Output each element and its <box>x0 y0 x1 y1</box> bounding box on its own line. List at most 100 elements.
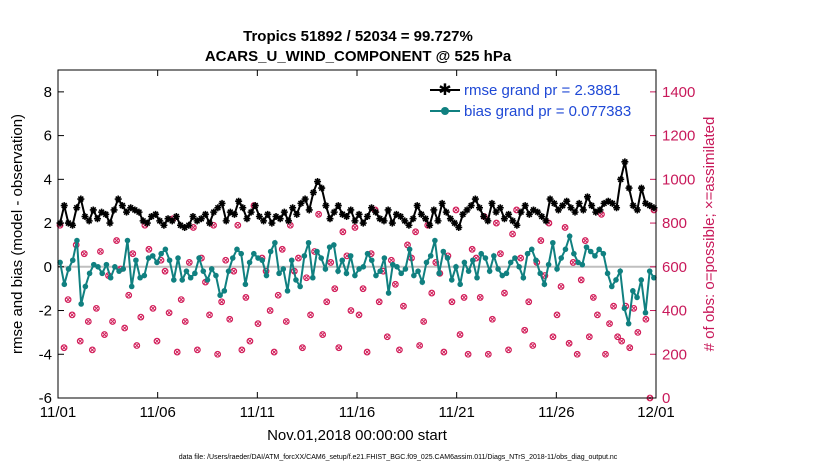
y-axis-right-label: # of obs: o=possible; ×=assimilated <box>701 117 718 352</box>
obs-assimilated-mark <box>340 229 346 235</box>
obs-assimilated-mark <box>235 222 241 228</box>
bias-point <box>596 246 602 253</box>
obs-point <box>375 298 383 306</box>
rmse-point <box>372 208 380 216</box>
obs-point <box>274 291 282 299</box>
bias-point <box>528 246 535 253</box>
obs-assimilated-mark <box>615 334 621 340</box>
bias-point <box>322 266 329 272</box>
obs-point <box>270 348 278 356</box>
rmse-point <box>247 208 255 216</box>
rmse-point <box>488 199 496 207</box>
rmse-point <box>621 158 629 166</box>
rmse-point <box>650 204 658 212</box>
bias-point <box>436 270 442 277</box>
rmse-point <box>251 202 259 210</box>
obs-point <box>359 285 367 293</box>
bias-point <box>385 290 392 296</box>
obs-assimilated-mark <box>586 334 592 340</box>
obs-point <box>218 298 226 306</box>
rmse-point <box>98 208 106 216</box>
obs-point <box>614 333 622 341</box>
x-axis-ticks: 11/01 11/06 11/11 11/16 11/21 11/26 12/01 <box>40 70 675 421</box>
rmse-point <box>588 202 596 210</box>
rmse-point <box>583 193 591 201</box>
obs-assimilated-mark <box>566 340 572 346</box>
obs-point <box>351 224 359 231</box>
obs-assimilated-mark <box>352 224 358 230</box>
obs-point <box>327 259 335 266</box>
obs-point <box>464 350 472 358</box>
obs-point <box>383 333 391 341</box>
obs-assimilated-mark <box>215 351 221 357</box>
obs-point <box>391 280 399 288</box>
rmse-point <box>81 213 89 221</box>
rmse-point <box>509 217 517 225</box>
rmse-point <box>525 210 533 218</box>
obs-assimilated-mark <box>457 332 463 338</box>
y-axis-left-label: rmse and bias (model - observation) <box>9 114 26 354</box>
y-left-tick-label: -6 <box>39 390 52 407</box>
bias-point <box>453 264 459 270</box>
chart-title-line-2: ACARS_U_WIND_COMPONENT @ 525 hPa <box>205 48 512 65</box>
rmse-point <box>181 223 189 231</box>
bias-point <box>272 239 278 246</box>
obs-assimilated-mark <box>364 349 370 355</box>
rmse-series <box>56 158 658 231</box>
rmse-point <box>438 199 446 207</box>
bias-point <box>558 255 565 261</box>
obs-point <box>173 348 181 356</box>
x-tick-label: 11/01 <box>40 404 76 421</box>
obs-assimilated-mark <box>316 211 322 217</box>
obs-assimilated-mark <box>69 312 75 318</box>
rmse-point <box>118 202 126 210</box>
obs-assimilated-mark <box>138 314 144 320</box>
rmse-point <box>177 221 185 229</box>
obs-assimilated-mark <box>643 316 649 322</box>
obs-point <box>295 254 302 262</box>
rmse-point <box>243 215 251 223</box>
obs-assimilated-mark <box>61 345 67 351</box>
obs-assimilated-mark <box>328 259 334 265</box>
bias-point <box>381 255 388 261</box>
bias-point <box>78 301 84 307</box>
obs-point <box>416 342 424 349</box>
obs-assimilated-mark <box>578 277 584 283</box>
bias-point <box>625 320 632 327</box>
obs-point <box>517 254 525 262</box>
obs-assimilated-mark <box>461 294 467 300</box>
obs-assimilated-mark <box>283 318 289 325</box>
obs-point <box>452 206 460 214</box>
bias-point <box>554 266 560 272</box>
rmse-point <box>89 206 97 214</box>
rmse-point <box>397 213 405 221</box>
rmse-point <box>330 208 338 216</box>
bias-point <box>246 259 253 266</box>
bias-point <box>651 274 657 281</box>
rmse-point <box>255 213 263 221</box>
obs-assimilated-mark <box>320 332 326 338</box>
rmse-point <box>102 210 110 218</box>
obs-point <box>497 250 504 258</box>
rmse-point <box>484 217 492 225</box>
rmse-point <box>426 221 434 229</box>
obs-point <box>109 318 116 325</box>
rmse-point <box>318 184 326 192</box>
bias-point <box>107 274 114 281</box>
obs-point <box>60 344 68 352</box>
rmse-point <box>280 208 288 216</box>
rmse-point <box>218 199 226 207</box>
obs-assimilated-mark <box>558 283 564 290</box>
obs-point <box>456 331 464 338</box>
bias-point <box>474 274 480 281</box>
obs-point <box>585 333 593 341</box>
obs-point <box>440 348 448 356</box>
rmse-point <box>642 199 650 207</box>
rmse-point <box>446 215 454 223</box>
rmse-point <box>529 206 537 214</box>
rmse-point <box>230 210 238 218</box>
obs-assimilated-mark <box>562 224 568 230</box>
obs-assimilated-mark <box>356 312 362 318</box>
bias-point <box>592 253 598 259</box>
x-tick-label: 11/06 <box>139 404 175 421</box>
